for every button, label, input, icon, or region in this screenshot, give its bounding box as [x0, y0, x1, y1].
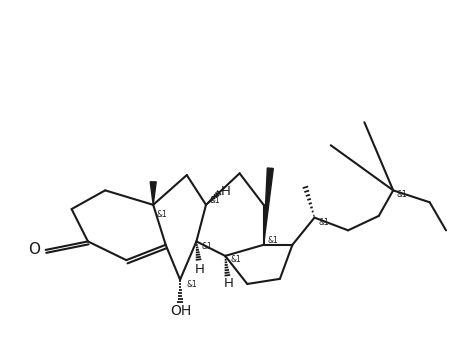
Text: &1: &1 [267, 236, 277, 245]
Polygon shape [263, 168, 273, 245]
Text: &1: &1 [230, 255, 241, 264]
Text: &1: &1 [202, 242, 212, 251]
Text: H: H [220, 184, 230, 198]
Text: O: O [28, 242, 40, 256]
Text: H: H [224, 277, 233, 290]
Text: OH: OH [170, 304, 191, 318]
Text: &1: &1 [156, 210, 167, 219]
Polygon shape [150, 182, 156, 205]
Text: &1: &1 [318, 218, 328, 227]
Text: &1: &1 [185, 280, 196, 289]
Text: &1: &1 [209, 196, 220, 205]
Text: &1: &1 [396, 190, 407, 199]
Text: H: H [195, 263, 205, 275]
